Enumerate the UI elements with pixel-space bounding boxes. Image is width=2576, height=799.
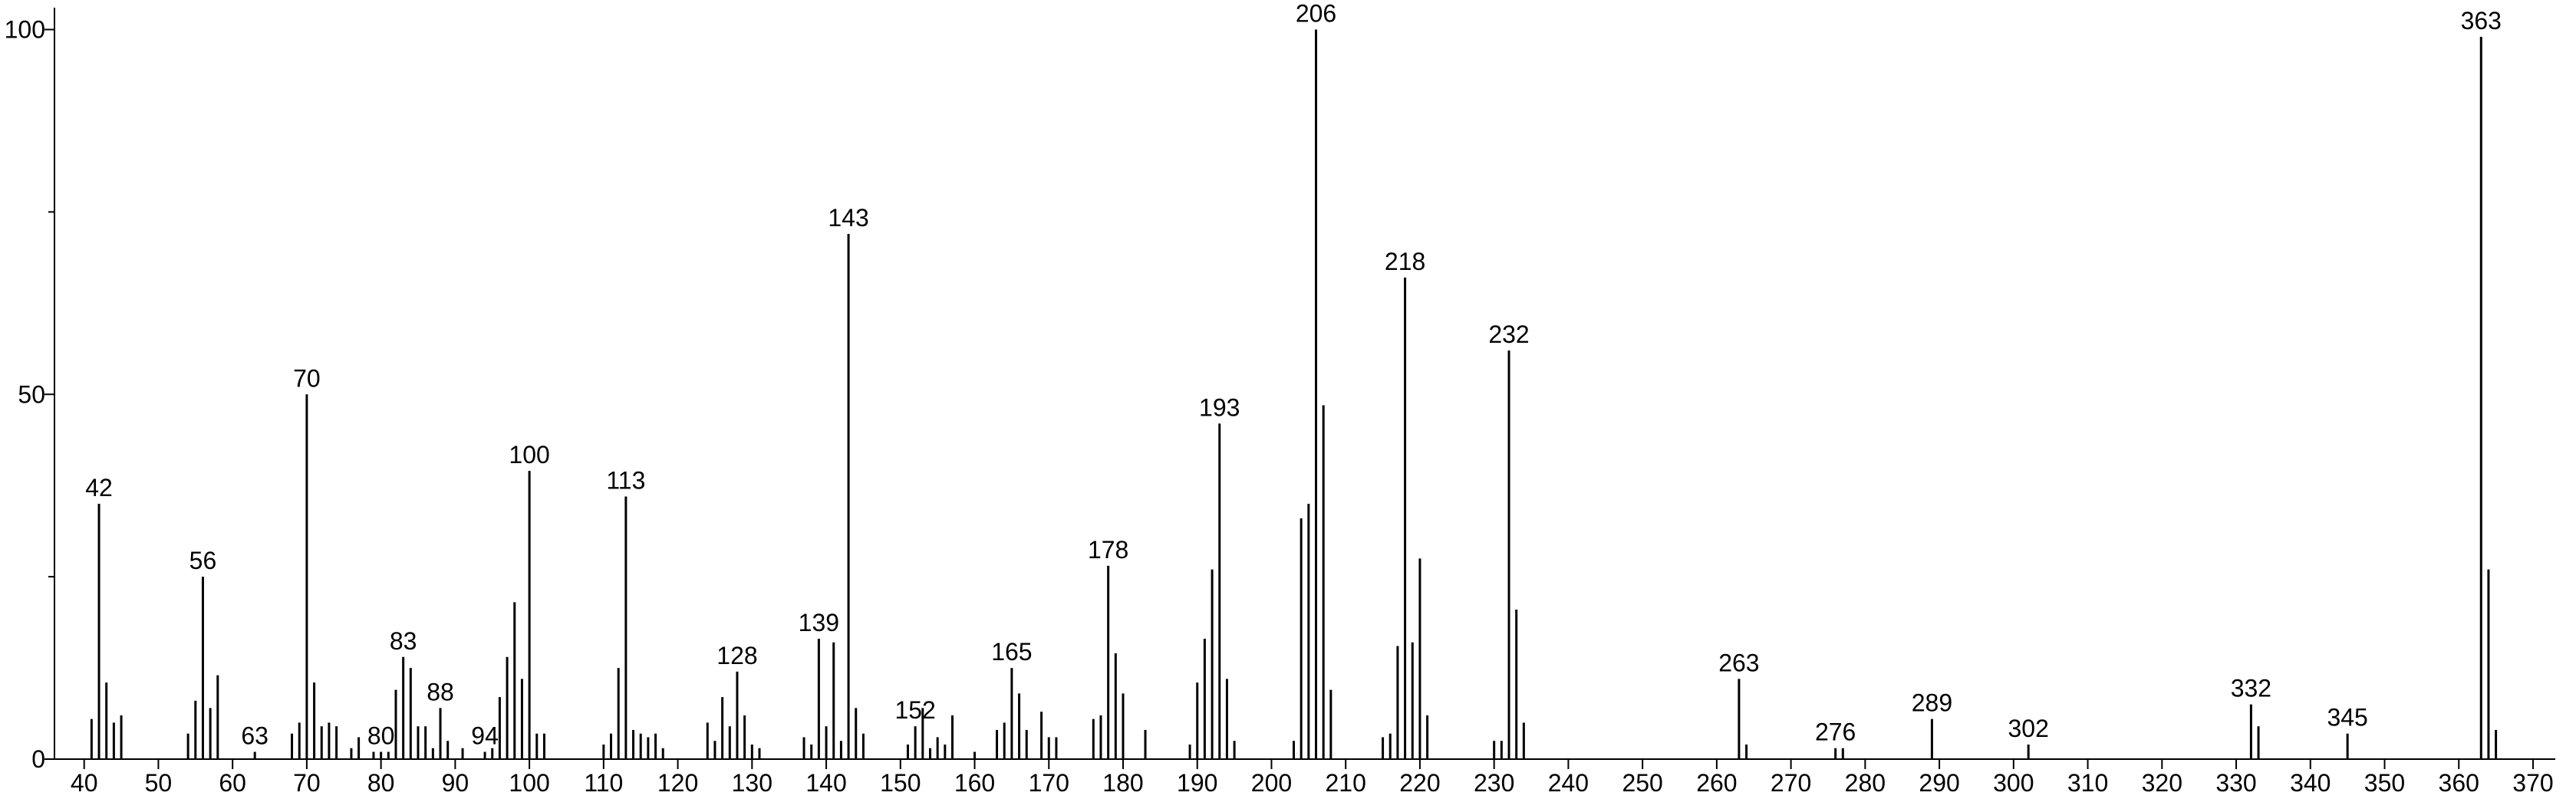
x-tick-label: 150: [880, 769, 921, 797]
y-tick-label: 0: [31, 745, 45, 773]
x-tick-label: 320: [2142, 769, 2182, 797]
x-tick-label: 340: [2290, 769, 2331, 797]
x-tick-label: 330: [2215, 769, 2256, 797]
x-tick-label: 370: [2512, 769, 2553, 797]
peak-label: 139: [799, 609, 839, 636]
x-tick-label: 160: [954, 769, 995, 797]
x-tick-label: 220: [1399, 769, 1440, 797]
x-tick-label: 240: [1548, 769, 1589, 797]
x-tick-label: 110: [584, 769, 623, 797]
peak-label: 42: [85, 474, 113, 501]
peak-label: 165: [991, 638, 1032, 666]
x-tick-label: 190: [1177, 769, 1217, 797]
peak-label: 232: [1488, 321, 1529, 348]
x-tick-label: 300: [1993, 769, 2034, 797]
peak-label: 94: [471, 722, 499, 749]
x-tick-label: 180: [1102, 769, 1143, 797]
x-tick-label: 280: [1845, 769, 1886, 797]
peak-label: 178: [1088, 536, 1128, 564]
x-tick-label: 140: [805, 769, 846, 797]
y-tick-label: 100: [5, 16, 45, 44]
peak-label: 143: [828, 204, 868, 232]
peak-label: 56: [189, 547, 217, 574]
x-tick-label: 260: [1696, 769, 1737, 797]
x-tick-label: 210: [1326, 769, 1366, 797]
peak-label: 302: [2008, 715, 2048, 742]
x-tick-label: 80: [367, 769, 395, 797]
peak-label: 88: [427, 678, 454, 705]
peak-label: 193: [1199, 393, 1240, 421]
x-tick-label: 250: [1622, 769, 1662, 797]
x-tick-label: 50: [145, 769, 173, 797]
x-tick-label: 230: [1474, 769, 1514, 797]
x-tick-label: 60: [219, 769, 246, 797]
x-tick-label: 40: [71, 769, 98, 797]
x-tick-label: 170: [1029, 769, 1069, 797]
x-tick-label: 100: [509, 769, 549, 797]
peak-label: 218: [1385, 248, 1425, 275]
peak-label: 276: [1815, 718, 1856, 746]
x-tick-label: 200: [1251, 769, 1292, 797]
peak-label: 128: [716, 642, 757, 669]
peak-label: 83: [390, 627, 417, 655]
y-tick-label: 50: [18, 380, 45, 408]
x-tick-label: 90: [442, 769, 469, 797]
peak-label: 70: [293, 364, 321, 392]
peak-label: 263: [1718, 649, 1759, 676]
x-tick-label: 310: [2067, 769, 2108, 797]
x-tick-label: 360: [2439, 769, 2479, 797]
x-tick-label: 120: [657, 769, 698, 797]
peak-label: 332: [2231, 675, 2271, 702]
peak-label: 63: [241, 722, 268, 749]
peak-label: 80: [367, 722, 395, 749]
x-tick-label: 350: [2364, 769, 2405, 797]
peak-label: 345: [2327, 704, 2367, 732]
x-tick-label: 290: [1919, 769, 1959, 797]
peak-label: 289: [1912, 689, 1952, 717]
peak-label: 100: [509, 441, 549, 469]
peak-label: 152: [894, 696, 935, 724]
x-tick-label: 130: [732, 769, 772, 797]
x-tick-label: 70: [293, 769, 321, 797]
peak-label: 113: [606, 466, 645, 494]
peak-label: 363: [2461, 7, 2502, 35]
x-tick-label: 270: [1771, 769, 1811, 797]
peak-label: 206: [1296, 0, 1336, 28]
